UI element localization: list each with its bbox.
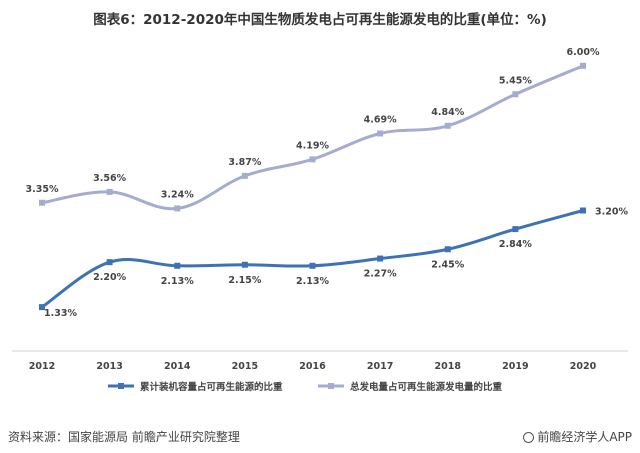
data-label: 2.15% [228,275,261,286]
legend-swatch-marker [328,383,334,389]
data-point-marker [39,304,45,311]
source-note: 资料来源：国家能源局 前瞻产业研究院整理 [8,430,240,444]
x-tick-label: 2012 [29,361,55,372]
data-point-marker [106,259,113,266]
data-point-marker [309,156,316,163]
data-label: 3.87% [228,157,261,168]
data-point-marker [174,262,181,269]
data-label: 4.84% [431,107,464,118]
data-label: 4.69% [364,115,397,126]
data-label: 2.84% [499,239,532,250]
data-label: 3.20% [595,207,628,218]
data-point-marker [377,130,384,137]
legend-swatch-marker [118,383,124,389]
data-label: 2.13% [296,276,329,287]
data-label: 2.27% [364,269,397,280]
data-point-marker [580,62,586,69]
legend-label: 总发电量占可再生能源发电量的比重 [350,381,503,393]
x-tick-label: 2019 [502,361,528,372]
data-label: 2.45% [431,259,464,270]
data-label: 4.19% [296,140,329,151]
data-point-marker [580,207,586,214]
data-point-marker [39,199,45,206]
data-point-marker [309,262,316,269]
data-point-marker [241,261,248,268]
x-tick-label: 2013 [96,361,122,372]
data-label: 5.45% [499,75,532,86]
data-point-marker [512,226,519,233]
data-label: 3.35% [26,184,59,195]
x-tick-label: 2016 [299,361,326,372]
x-tick-label: 2017 [367,361,393,372]
data-label: 1.33% [44,308,77,319]
series-line [41,209,584,309]
data-point-marker [174,205,181,212]
brand-name: 前瞻经济学人APP [537,430,632,444]
x-tick-label: 2020 [570,361,597,372]
legend-label: 累计装机容量占可再生能源的比重 [140,381,283,393]
data-point-marker [444,122,451,129]
series-line [41,64,584,211]
data-label: 6.00% [567,47,600,58]
data-label: 3.24% [161,189,194,200]
data-point-marker [512,91,519,98]
data-point-marker [377,255,384,262]
brand-logo-icon [523,432,535,443]
data-label: 2.20% [93,272,126,283]
x-tick-label: 2018 [435,361,462,372]
data-label: 3.56% [93,173,126,184]
data-point-marker [444,246,451,253]
x-tick-label: 2015 [232,361,258,372]
x-tick-label: 2014 [164,361,191,372]
data-point-marker [106,188,113,195]
brand-mark: 前瞻经济学人APP [523,428,632,445]
chart-title: 图表6：2012-2020年中国生物质发电占可再生能源发电的比重(单位：%) [93,12,547,28]
data-point-marker [241,172,248,179]
data-label: 2.13% [161,276,194,287]
